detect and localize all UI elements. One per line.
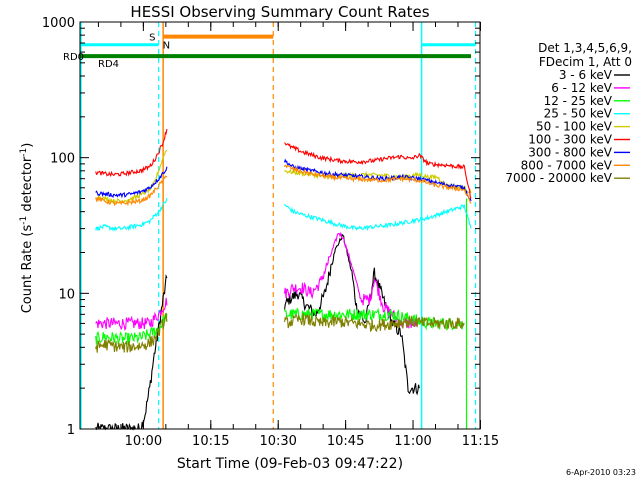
x-tick-label-3: 10:45 xyxy=(327,434,364,449)
legend-header-line-2: FDecim 1, Att 0 xyxy=(539,55,632,69)
y-tick-label-3: 1000 xyxy=(42,16,75,31)
y-axis-label: Count Rate (s-1 detector-1) xyxy=(19,143,35,314)
x-tick-label-2: 10:30 xyxy=(259,434,296,449)
n-label: N xyxy=(163,41,170,52)
series-line-6 xyxy=(95,158,472,202)
series-line-8 xyxy=(95,312,465,353)
y-tick-label-2: 100 xyxy=(50,152,75,167)
legend-header-line-1: Det 1,3,4,5,6,9, xyxy=(538,41,632,55)
x-tick-label-1: 10:15 xyxy=(192,434,229,449)
legend-label-4: 50 - 100 keV xyxy=(536,120,613,134)
x-tick-label-0: 10:00 xyxy=(125,434,162,449)
plot-area xyxy=(80,22,477,431)
legend-label-1: 6 - 12 keV xyxy=(551,81,613,95)
legend-label-5: 100 - 300 keV xyxy=(528,133,612,147)
legend-label-3: 25 - 50 keV xyxy=(544,107,613,121)
y-axis-label-sup2: -1 xyxy=(19,148,29,157)
timestamp: 6-Apr-2010 03:23 xyxy=(566,468,636,477)
y-axis-label-end: ) xyxy=(20,143,35,148)
series-line-4 xyxy=(95,149,472,205)
y-axis-label-sup1: -1 xyxy=(19,216,29,225)
y-tick-label-1: 10 xyxy=(58,287,75,302)
rd4-label: RD4 xyxy=(98,59,119,70)
legend-label-0: 3 - 6 keV xyxy=(559,68,613,82)
y-axis-label-mid: detector xyxy=(20,156,35,216)
legend: Det 1,3,4,5,6,9, FDecim 1, Att 0 3 - 6 k… xyxy=(505,41,632,185)
series-line-3 xyxy=(95,197,472,232)
series-line-7 xyxy=(95,164,472,207)
overlay-labels: SN RD0 RD4 xyxy=(63,33,170,71)
x-tick-label-5: 11:15 xyxy=(462,434,499,449)
legend-label-8: 7000 - 20000 keV xyxy=(505,171,612,185)
chart-title: HESSI Observing Summary Count Rates xyxy=(130,3,429,21)
y-tick-label-0: 1 xyxy=(67,423,75,438)
y-axis-label-main: Count Rate (s xyxy=(20,225,35,314)
rd0-label: RD0 xyxy=(63,52,84,63)
legend-label-7: 800 - 7000 keV xyxy=(521,158,613,172)
x-tick-label-4: 11:00 xyxy=(394,434,431,449)
x-axis-label: Start Time (09-Feb-03 09:47:22) xyxy=(177,456,403,472)
s-label: S xyxy=(149,33,155,44)
legend-label-6: 300 - 800 keV xyxy=(528,145,612,159)
axes-ticks: 1 10 100 1000 10:00 10:15 10:30 10:45 11:00 11:15 xyxy=(42,16,499,449)
legend-label-2: 12 - 25 keV xyxy=(544,94,613,108)
plot-frame xyxy=(79,21,481,430)
series-line-5 xyxy=(95,128,472,199)
